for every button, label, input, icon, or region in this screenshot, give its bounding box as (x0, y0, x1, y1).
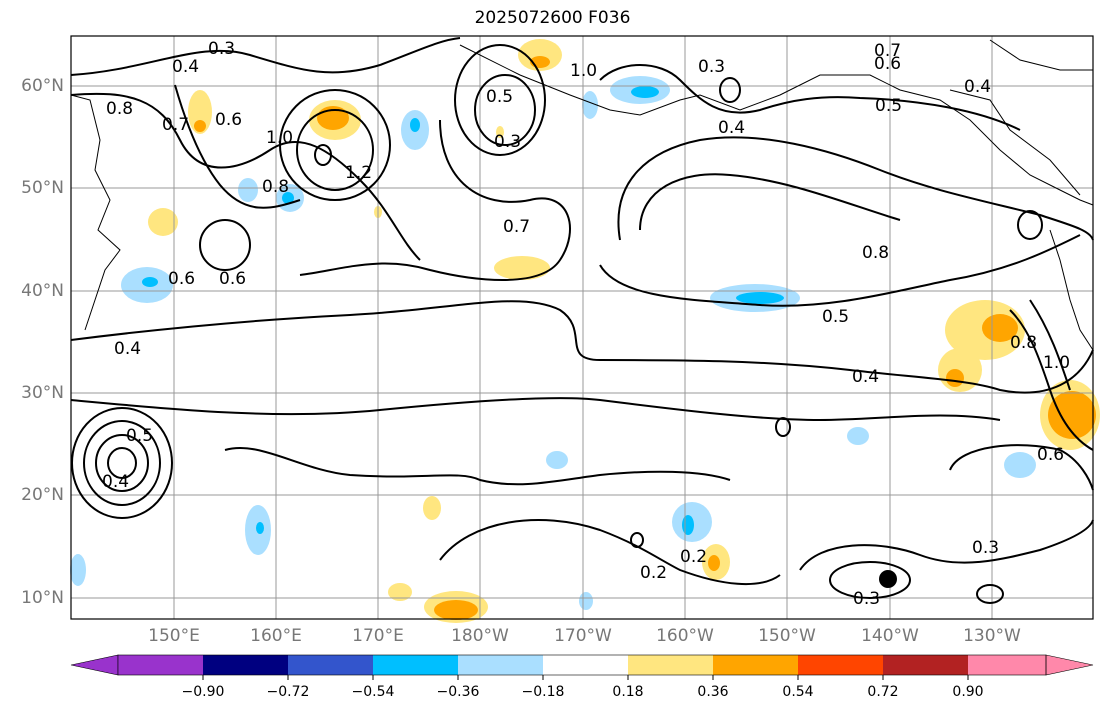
colorbar-tick-label: 0.18 (612, 684, 644, 700)
lat-label: 30°N (21, 383, 64, 403)
graticule (71, 36, 1093, 619)
lon-label: 150°E (148, 626, 200, 646)
contour-lines (70, 37, 1094, 604)
lat-label: 20°N (21, 485, 64, 505)
contour-label: 0.8 (106, 99, 133, 119)
contour-label: 0.6 (168, 269, 195, 289)
contour-label: 0.8 (1010, 333, 1037, 353)
lon-label: 150°W (758, 626, 816, 646)
colorbar-bin (543, 655, 628, 675)
colorbar-bin (118, 655, 203, 675)
colorbar-bin (628, 655, 713, 675)
colorbar-bin (373, 655, 458, 675)
contour-label: 0.2 (640, 563, 667, 583)
contour-label: 0.7 (874, 41, 901, 61)
colorbar-bin (713, 655, 798, 675)
contour-label: 1.2 (345, 163, 372, 183)
colorbar-tick-label: 0.72 (867, 684, 899, 700)
colorbar-bin (883, 655, 968, 675)
colorbar-tick-label: 0.90 (952, 684, 984, 700)
contour-label: 0.6 (215, 110, 242, 130)
contour-label: 0.3 (494, 132, 521, 152)
lon-label: 170°E (352, 626, 404, 646)
contour-label: 0.6 (219, 269, 246, 289)
lon-label: 140°W (861, 626, 919, 646)
contour-label: 0.3 (698, 57, 725, 77)
contour-label: 0.4 (852, 367, 879, 387)
colorbar-bin (288, 655, 373, 675)
contour-label: 0.8 (262, 177, 289, 197)
contour-label: 0.6 (1037, 445, 1064, 465)
lat-label: 60°N (21, 76, 64, 96)
contour-label: 0.3 (208, 39, 235, 59)
contour-label: 0.5 (875, 96, 902, 116)
colorbar-bin (203, 655, 288, 675)
contour-label: 0.3 (853, 589, 880, 609)
colorbar-bin (798, 655, 883, 675)
contour-label: 0.4 (718, 118, 745, 138)
lat-label: 50°N (21, 178, 64, 198)
colorbar-extend-low (70, 654, 119, 676)
contour-label: 0.5 (126, 426, 153, 446)
contour-label: 0.4 (102, 472, 129, 492)
lat-label: 10°N (21, 588, 64, 608)
lon-label: 160°E (250, 626, 302, 646)
lat-label: 40°N (21, 281, 64, 301)
position-marker (879, 570, 897, 588)
contour-label: 0.7 (503, 217, 530, 237)
contour-label: 1.0 (570, 61, 597, 81)
colorbar-tick-label: −0.54 (351, 684, 395, 700)
lon-label: 160°W (656, 626, 714, 646)
contour-label: 0.8 (862, 243, 889, 263)
contour-label: 0.5 (486, 87, 513, 107)
contour-label: 0.5 (822, 307, 849, 327)
colorbar-bin (968, 655, 1046, 675)
lon-label: 130°W (963, 626, 1021, 646)
map-frame (70, 35, 1094, 620)
contour-label: 1.0 (1043, 353, 1070, 373)
contour-label: 0.6 (874, 54, 901, 74)
coastlines (70, 39, 1094, 351)
contour-label: 1.0 (266, 128, 293, 148)
map-title: 2025072600 F036 (474, 8, 631, 28)
colorbar-tick-label: −0.90 (181, 684, 225, 700)
colorbar-tick-label: −0.36 (436, 684, 480, 700)
colorbar-bin (458, 655, 543, 675)
lon-label: 170°W (554, 626, 612, 646)
contour-label: 0.7 (162, 115, 189, 135)
lon-label: 180°W (451, 626, 509, 646)
colorbar-tick-label: −0.72 (266, 684, 310, 700)
colorbar-tick-label: 0.54 (782, 684, 814, 700)
contour-label-group: 0.3 0.4 0.8 0.7 0.6 1.0 1.2 0.8 0.4 0.3 … (102, 39, 1070, 609)
colorbar-tick-label: 0.36 (697, 684, 729, 700)
colorbar-extend-high (1045, 654, 1094, 676)
colorbar (70, 654, 1094, 680)
contour-label: 0.2 (680, 547, 707, 567)
contour-label: 0.4 (964, 77, 991, 97)
colorbar-tick-label: −0.18 (521, 684, 565, 700)
contour-label: 0.4 (114, 339, 141, 359)
contour-label: 0.4 (172, 57, 199, 77)
contour-label: 0.3 (972, 538, 999, 558)
